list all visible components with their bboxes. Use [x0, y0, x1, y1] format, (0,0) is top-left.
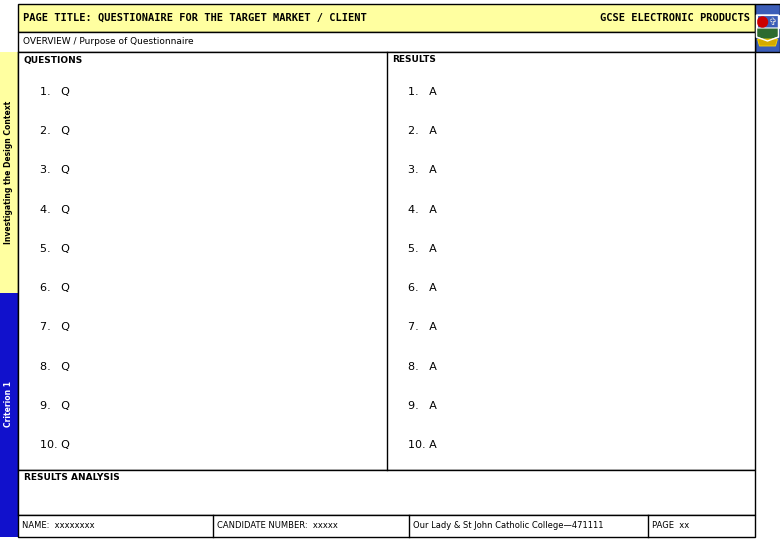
Text: 2.   A: 2. A — [409, 126, 438, 136]
Text: 3.   A: 3. A — [409, 165, 438, 176]
Bar — [0, 293, 18, 515]
Bar — [18, 52, 755, 470]
Text: PAGE  xx: PAGE xx — [652, 522, 690, 530]
Text: 1.   A: 1. A — [409, 86, 438, 97]
Text: OVERVIEW / Purpose of Questionnaire: OVERVIEW / Purpose of Questionnaire — [23, 37, 193, 46]
Text: 8.   A: 8. A — [409, 362, 438, 372]
Text: 1.   Q: 1. Q — [40, 86, 70, 97]
Text: CANDIDATE NUMBER:  xxxxx: CANDIDATE NUMBER: xxxxx — [218, 522, 339, 530]
Bar — [0, 515, 18, 537]
Text: NAME:  xxxxxxxx: NAME: xxxxxxxx — [22, 522, 94, 530]
Text: GCSE ELECTRONIC PRODUCTS: GCSE ELECTRONIC PRODUCTS — [600, 13, 750, 23]
Polygon shape — [757, 15, 778, 28]
Text: 3.   Q: 3. Q — [40, 165, 70, 176]
Circle shape — [757, 17, 768, 27]
Text: 9.   Q: 9. Q — [40, 401, 70, 411]
Text: 7.   Q: 7. Q — [40, 322, 70, 333]
Text: Investigating the Design Context: Investigating the Design Context — [5, 101, 13, 244]
Bar — [18, 470, 755, 515]
Bar — [18, 515, 755, 537]
Text: 4.   Q: 4. Q — [40, 205, 70, 214]
Text: Criterion 1: Criterion 1 — [5, 381, 13, 427]
Text: 5.   A: 5. A — [409, 244, 438, 254]
Text: RESULTS: RESULTS — [392, 56, 436, 64]
Bar — [755, 4, 780, 52]
Bar — [18, 4, 755, 32]
Text: QUESTIONS: QUESTIONS — [24, 56, 83, 64]
Polygon shape — [757, 28, 778, 41]
Text: ✞: ✞ — [768, 17, 777, 27]
Text: 10. A: 10. A — [409, 440, 438, 450]
Text: Our Lady & St John Catholic College—471111: Our Lady & St John Catholic College—4711… — [413, 522, 603, 530]
Polygon shape — [757, 39, 778, 46]
Text: 6.   A: 6. A — [409, 283, 438, 293]
Bar — [18, 32, 755, 52]
Text: 5.   Q: 5. Q — [40, 244, 70, 254]
Text: 9.   A: 9. A — [409, 401, 438, 411]
Text: PAGE TITLE: QUESTIONAIRE FOR THE TARGET MARKET / CLIENT: PAGE TITLE: QUESTIONAIRE FOR THE TARGET … — [23, 13, 367, 23]
Bar — [0, 52, 18, 293]
Text: 4.   A: 4. A — [409, 205, 438, 214]
Text: 6.   Q: 6. Q — [40, 283, 70, 293]
Text: 8.   Q: 8. Q — [40, 362, 70, 372]
Text: 2.   Q: 2. Q — [40, 126, 70, 136]
Text: RESULTS ANALYSIS: RESULTS ANALYSIS — [24, 474, 120, 483]
Text: 10. Q: 10. Q — [40, 440, 70, 450]
Text: 7.   A: 7. A — [409, 322, 438, 333]
